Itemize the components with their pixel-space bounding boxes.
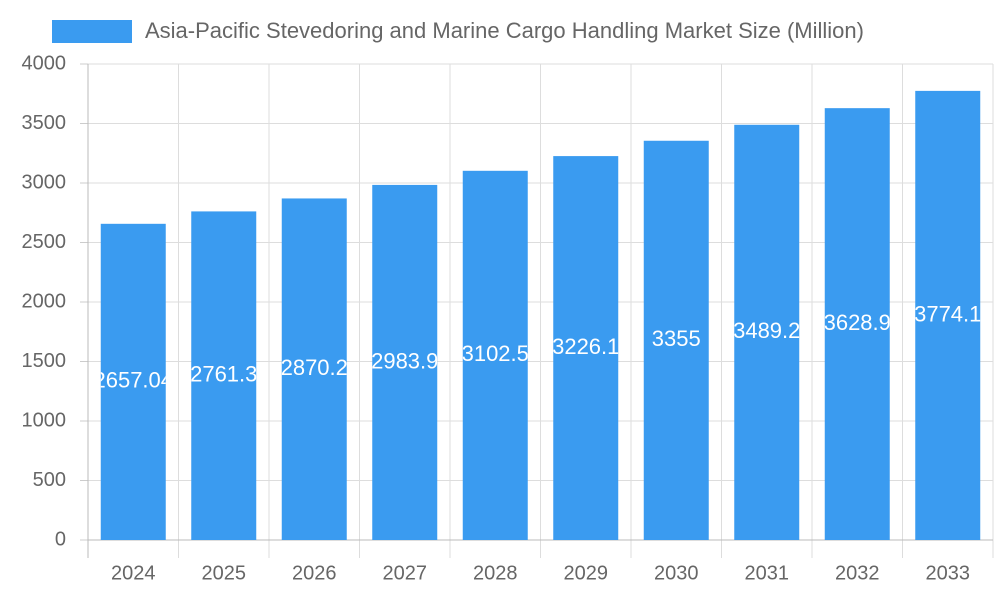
x-tick-label: 2027 [383,562,428,584]
bar [100,223,166,540]
y-tick-label: 2000 [22,290,67,312]
x-tick-label: 2028 [473,562,518,584]
bar [372,184,438,540]
bar [824,108,890,541]
x-tick-label: 2031 [745,562,790,584]
x-tick-label: 2033 [926,562,971,584]
legend-label: Asia-Pacific Stevedoring and Marine Carg… [145,18,864,43]
y-tick-label: 0 [55,528,66,550]
y-tick-label: 500 [33,469,66,491]
bar [553,156,619,540]
data-label: 2983.9 [371,348,438,373]
data-label: 2657.04 [93,368,173,393]
x-tick-label: 2030 [654,562,699,584]
legend-swatch [52,20,132,43]
bar [191,211,257,540]
data-label: 3628.9 [824,310,891,335]
x-tick-label: 2025 [202,562,247,584]
y-tick-label: 2500 [22,231,67,253]
y-tick-label: 3500 [22,112,67,134]
data-label: 3226.1 [552,334,619,359]
x-tick-label: 2026 [292,562,337,584]
y-tick-label: 1500 [22,350,67,372]
x-tick-label: 2024 [111,562,156,584]
data-label: 3774.1 [914,301,981,326]
data-label: 3355 [652,326,701,351]
y-tick-label: 1000 [22,409,67,431]
data-label: 3102.5 [462,341,529,366]
data-label: 2761.3 [190,362,257,387]
x-tick-label: 2032 [835,562,880,584]
data-label: 2870.2 [281,355,348,380]
y-tick-label: 3000 [22,171,67,193]
bar [643,140,709,540]
bar [915,90,981,540]
bar [462,170,528,541]
bar [734,124,800,540]
y-tick-label: 4000 [22,52,67,74]
data-label: 3489.2 [733,318,800,343]
x-tick-label: 2029 [564,562,609,584]
bar [281,198,347,540]
